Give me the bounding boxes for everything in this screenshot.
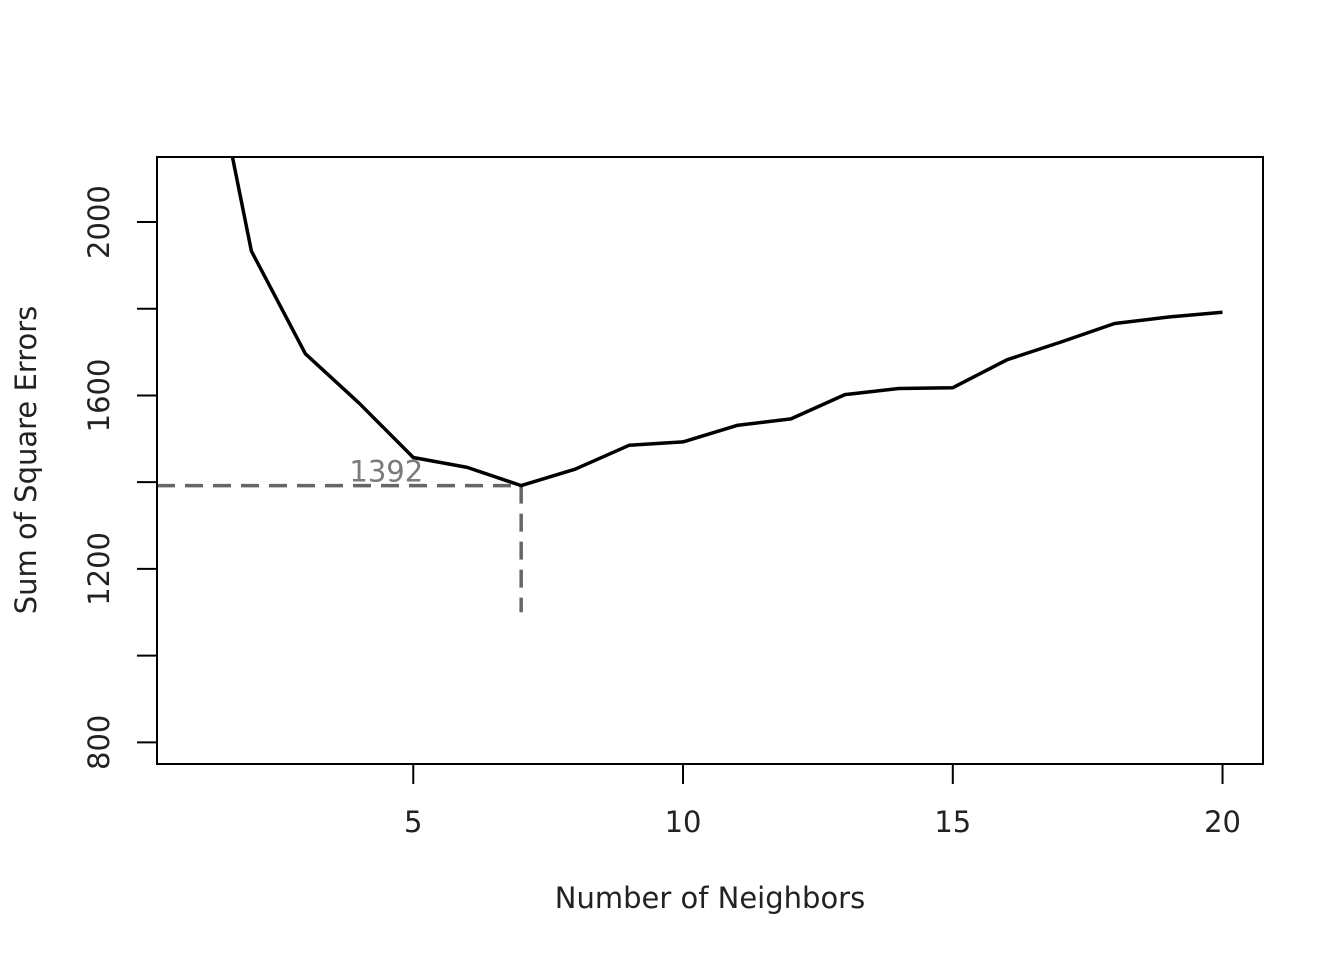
data-point xyxy=(1221,310,1225,314)
y-tick-label: 1200 xyxy=(82,532,116,606)
data-point xyxy=(1113,321,1117,325)
data-point xyxy=(1005,358,1009,362)
data-point xyxy=(357,401,361,405)
data-point xyxy=(681,440,685,444)
data-point xyxy=(897,387,901,391)
data-point xyxy=(789,417,793,421)
annotation-layer: 1392 xyxy=(157,455,523,613)
data-point xyxy=(249,249,253,253)
data-point xyxy=(1167,315,1171,319)
y-tick-label: 800 xyxy=(82,715,116,770)
y-axis: 800 1200 1600 2000 xyxy=(82,185,158,770)
y-axis-title: Sum of Square Errors xyxy=(9,306,43,615)
x-axis-title: Number of Neighbors xyxy=(555,881,865,915)
plot-frame xyxy=(156,156,1264,765)
data-point xyxy=(627,443,631,447)
y-tick-label: 1600 xyxy=(82,359,116,433)
data-point xyxy=(735,423,739,427)
series-layer xyxy=(230,157,1225,488)
x-tick-label: 15 xyxy=(934,805,971,839)
data-point xyxy=(951,386,955,390)
x-tick-label: 5 xyxy=(404,805,422,839)
x-tick-label: 10 xyxy=(665,805,702,839)
y-tick-label: 2000 xyxy=(82,185,116,259)
data-point xyxy=(411,455,415,459)
data-point xyxy=(573,467,577,471)
min-value-label: 1392 xyxy=(349,455,423,489)
x-axis: 5 10 15 20 xyxy=(404,763,1241,839)
data-point xyxy=(843,393,847,397)
series-line xyxy=(230,157,1223,488)
x-tick-label: 20 xyxy=(1204,805,1241,839)
data-point xyxy=(303,352,307,356)
data-point xyxy=(465,465,469,469)
data-point xyxy=(1059,340,1063,344)
data-point xyxy=(519,484,523,488)
